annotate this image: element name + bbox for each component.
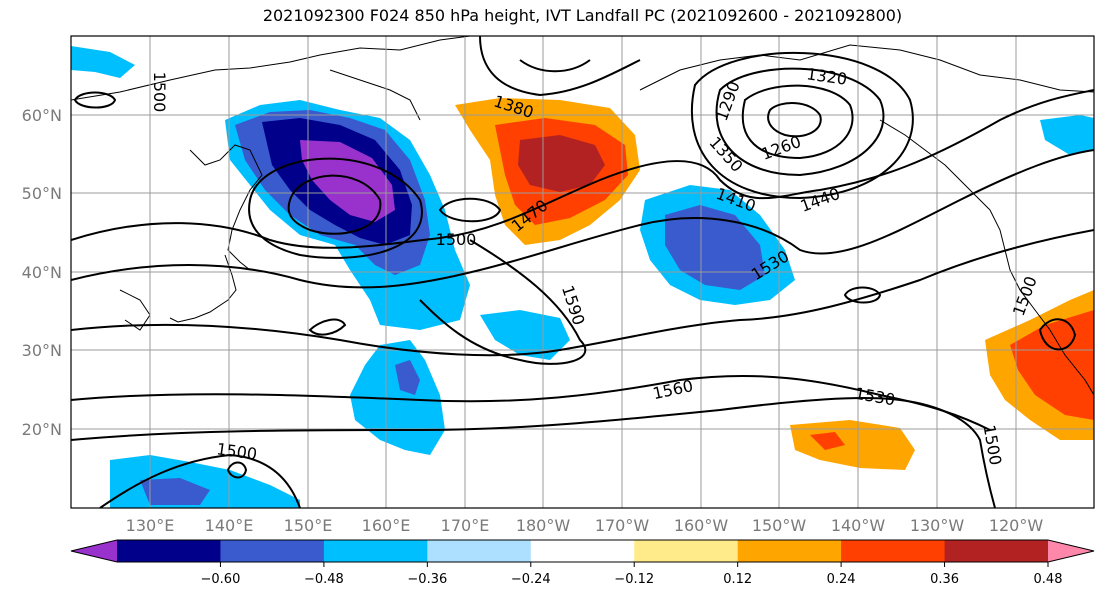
colorbar-extend-max [1048,540,1094,562]
lat-label: 40°N [22,263,62,282]
lat-label: 60°N [22,106,62,125]
contour-small-ring-3 [73,91,117,109]
contour-low-2 [741,84,854,160]
shade-light-blue-south [350,340,445,455]
shade-purple-west [300,140,395,222]
contour-west-low-2 [248,157,423,259]
lon-label: 150°E [284,516,333,535]
map-title: 2021092300 F024 850 hPa height, IVT Land… [262,6,903,25]
contour-small-ring-1 [226,461,248,479]
colorbar-tick-label: 0.36 [930,572,959,587]
longitude-labels: 130°E 140°E 150°E 160°E 170°E 180°W 170°… [126,516,1044,535]
shade-yellow-subtropical [790,420,915,470]
contour-label: 1500 [436,230,477,249]
coast-alaska [639,44,1094,93]
lat-label: 50°N [22,184,62,203]
colorbar-segment [737,540,842,562]
coast-japan [169,254,237,323]
shade-blue-southwest [140,478,210,505]
contour-1560-south [71,374,991,431]
contour-1560 [71,229,1094,357]
ivt-shading [71,46,1094,508]
gridlines [71,36,1094,508]
shade-orange-southeast [1010,310,1094,420]
colorbar-segment [944,540,1049,562]
contour-label: 1500 [150,72,169,113]
map-frame [70,35,1095,509]
colorbar-segment [530,540,635,562]
colorbar-segment [220,540,325,562]
lon-label: 120°W [989,516,1044,535]
latitude-labels: 60°N 50°N 40°N 30°N 20°N [22,106,62,439]
colorbar-tick-label: 0.12 [723,572,752,587]
colorbar-tick-label: −0.48 [304,572,344,587]
colorbar-segment [323,540,428,562]
lon-label: 130°W [910,516,965,535]
coast-asia-north [71,36,471,101]
shade-blue-south [395,360,420,395]
shade-light-blue-mid [480,310,570,360]
colorbar-extend-min [71,540,117,562]
lon-label: 150°W [752,516,807,535]
colorbar: −0.60 −0.48 −0.36 −0.24 −0.12 0.12 0.24 0.36 0.4… [70,539,1095,587]
coast-okhotsk [189,144,263,271]
colorbar-segment [634,540,739,562]
colorbar-tick-label: 0.48 [1034,572,1063,587]
lat-label: 20°N [22,420,62,439]
colorbar-outline [70,539,1095,563]
shade-blue-center [665,205,765,290]
contour-north-arc-2 [519,59,591,73]
contour-1530-south [71,397,996,508]
shade-darkred-north [518,135,605,192]
lon-label: 160°W [674,516,729,535]
lon-label: 180°W [516,516,571,535]
lon-label: 140°E [205,516,254,535]
contour-east-ring [1038,318,1077,351]
contour-small-ring-2 [843,286,882,304]
coast-na-west [989,209,1094,396]
contour-1500-sw [99,453,301,508]
lon-label: 170°W [595,516,650,535]
contour-low-center [767,102,822,138]
colorbar-tick-label: −0.24 [511,572,551,587]
lat-label: 30°N [22,341,62,360]
colorbar-segment [841,540,946,562]
contour-small-closed [438,197,502,223]
lon-label: 170°E [441,516,490,535]
coastlines [71,36,1094,396]
contour-low-4 [690,51,914,200]
contour-1500 [71,89,1094,249]
colorbar-tick-label: −0.36 [407,572,447,587]
shade-light-blue-northwest [71,46,135,78]
shade-light-blue-northeast [1040,115,1094,155]
colorbar-segment [117,540,221,562]
contour-north-arc [479,36,641,97]
colorbar-tick-label: −0.12 [614,572,654,587]
colorbar-tick-label: −0.60 [201,572,241,587]
lon-label: 130°E [126,516,175,535]
contour-1530 [71,149,1094,289]
contour-west-low [287,174,382,235]
contour-small-ring-4 [308,318,347,336]
contour-low-3 [715,67,885,177]
coast-kamchatka [329,69,421,121]
colorbar-tick-label: 0.24 [827,572,856,587]
contour-1590 [419,239,587,365]
height-contours [71,36,1094,508]
colorbar-segment [427,540,532,562]
lon-label: 140°W [831,516,886,535]
lon-label: 160°E [362,516,411,535]
shade-orange-subtropical [810,432,845,450]
coast-gulf-alaska [879,119,991,211]
